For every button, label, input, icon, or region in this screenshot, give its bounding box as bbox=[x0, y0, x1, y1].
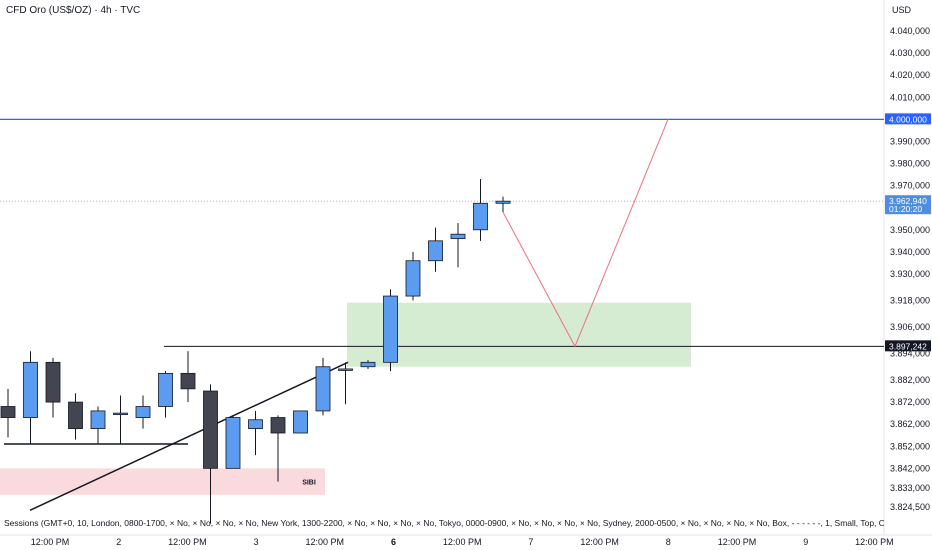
y-tick-label: 3.950,000 bbox=[890, 225, 930, 235]
candle[interactable] bbox=[270, 417, 286, 434]
sessions-indicator-legend[interactable]: Sessions (GMT+0, 10, London, 0800-1700, … bbox=[4, 518, 884, 528]
symbol-title[interactable]: CFD Oro (US$/OZ) · 4h · TVC bbox=[6, 5, 141, 16]
badge-3897: 3.897,242 bbox=[889, 341, 927, 351]
y-tick-label: 3.833,000 bbox=[890, 483, 930, 493]
y-tick-label: 3.930,000 bbox=[890, 269, 930, 279]
x-tick-label: 3 bbox=[254, 537, 259, 547]
x-tick-label: 7 bbox=[528, 537, 533, 547]
projection-path[interactable] bbox=[502, 119, 669, 348]
candle[interactable] bbox=[473, 202, 488, 231]
candle[interactable] bbox=[495, 200, 511, 204]
currency-label[interactable]: USD bbox=[892, 5, 912, 15]
candle[interactable] bbox=[293, 410, 308, 434]
y-tick-label: 3.970,000 bbox=[890, 181, 930, 191]
candle[interactable] bbox=[90, 410, 106, 429]
candle[interactable] bbox=[158, 372, 173, 407]
y-tick-label: 3.906,000 bbox=[890, 322, 930, 332]
y-tick-label: 3.842,000 bbox=[890, 463, 930, 473]
y-tick-label: 3.824,500 bbox=[890, 502, 930, 512]
x-tick-label: 8 bbox=[666, 537, 671, 547]
candle[interactable] bbox=[383, 295, 398, 363]
y-tick-label: 3.872,000 bbox=[890, 397, 930, 407]
candle[interactable] bbox=[450, 233, 466, 240]
demand-zone[interactable] bbox=[347, 302, 691, 367]
y-tick-label: 3.894,000 bbox=[890, 348, 930, 358]
candle[interactable] bbox=[0, 406, 16, 418]
x-tick-label: 12:00 PM bbox=[718, 537, 757, 547]
candle[interactable] bbox=[360, 361, 376, 368]
badge-4000-bg bbox=[885, 113, 931, 125]
y-tick-label: 3.852,000 bbox=[890, 441, 930, 451]
badge-4000: 4.000,000 bbox=[889, 114, 927, 124]
y-tick-label: 4.030,000 bbox=[890, 48, 930, 58]
x-tick-label: 12:00 PM bbox=[580, 537, 619, 547]
badge-last-price-bg bbox=[885, 195, 931, 215]
candle[interactable] bbox=[248, 419, 263, 429]
y-tick-label: 3.918,000 bbox=[890, 295, 930, 305]
y-tick-label: 4.010,000 bbox=[890, 92, 930, 102]
candle[interactable] bbox=[405, 260, 421, 297]
candle[interactable] bbox=[180, 372, 196, 390]
candle[interactable] bbox=[113, 412, 128, 416]
x-tick-label: 9 bbox=[803, 537, 808, 547]
badge-3897-bg bbox=[885, 340, 931, 352]
sibi-zone-label: SIBI bbox=[302, 480, 316, 487]
y-tick-label: 3.940,000 bbox=[890, 247, 930, 257]
y-tick-label: 3.980,000 bbox=[890, 159, 930, 169]
candle[interactable] bbox=[23, 361, 38, 418]
candle[interactable] bbox=[428, 240, 443, 262]
candle[interactable] bbox=[225, 417, 241, 469]
candle[interactable] bbox=[338, 368, 353, 371]
candle[interactable] bbox=[45, 361, 61, 403]
candle[interactable] bbox=[315, 366, 331, 412]
x-tick-label: 12:00 PM bbox=[306, 537, 345, 547]
badge-last-price: 3.962,940 bbox=[889, 196, 927, 206]
x-tick-label: 12:00 PM bbox=[443, 537, 482, 547]
y-tick-label: 4.040,000 bbox=[890, 26, 930, 36]
x-tick-label: 12:00 PM bbox=[855, 537, 894, 547]
sibi-zone[interactable] bbox=[0, 468, 325, 495]
x-tick-label: 2 bbox=[116, 537, 121, 547]
candle[interactable] bbox=[68, 401, 83, 429]
candle[interactable] bbox=[135, 406, 151, 418]
x-tick-label: 12:00 PM bbox=[31, 537, 70, 547]
y-tick-label: 3.882,000 bbox=[890, 375, 930, 385]
x-tick-label: 12:00 PM bbox=[168, 537, 207, 547]
candle[interactable] bbox=[203, 390, 218, 469]
rising-trendline[interactable] bbox=[29, 361, 349, 511]
badge-last-price-countdown: 01:20:20 bbox=[889, 204, 922, 214]
y-tick-label: 4.020,000 bbox=[890, 70, 930, 80]
x-tick-label: 6 bbox=[391, 537, 396, 547]
y-tick-label: 3.862,000 bbox=[890, 419, 930, 429]
y-tick-label: 3.990,000 bbox=[890, 136, 930, 146]
